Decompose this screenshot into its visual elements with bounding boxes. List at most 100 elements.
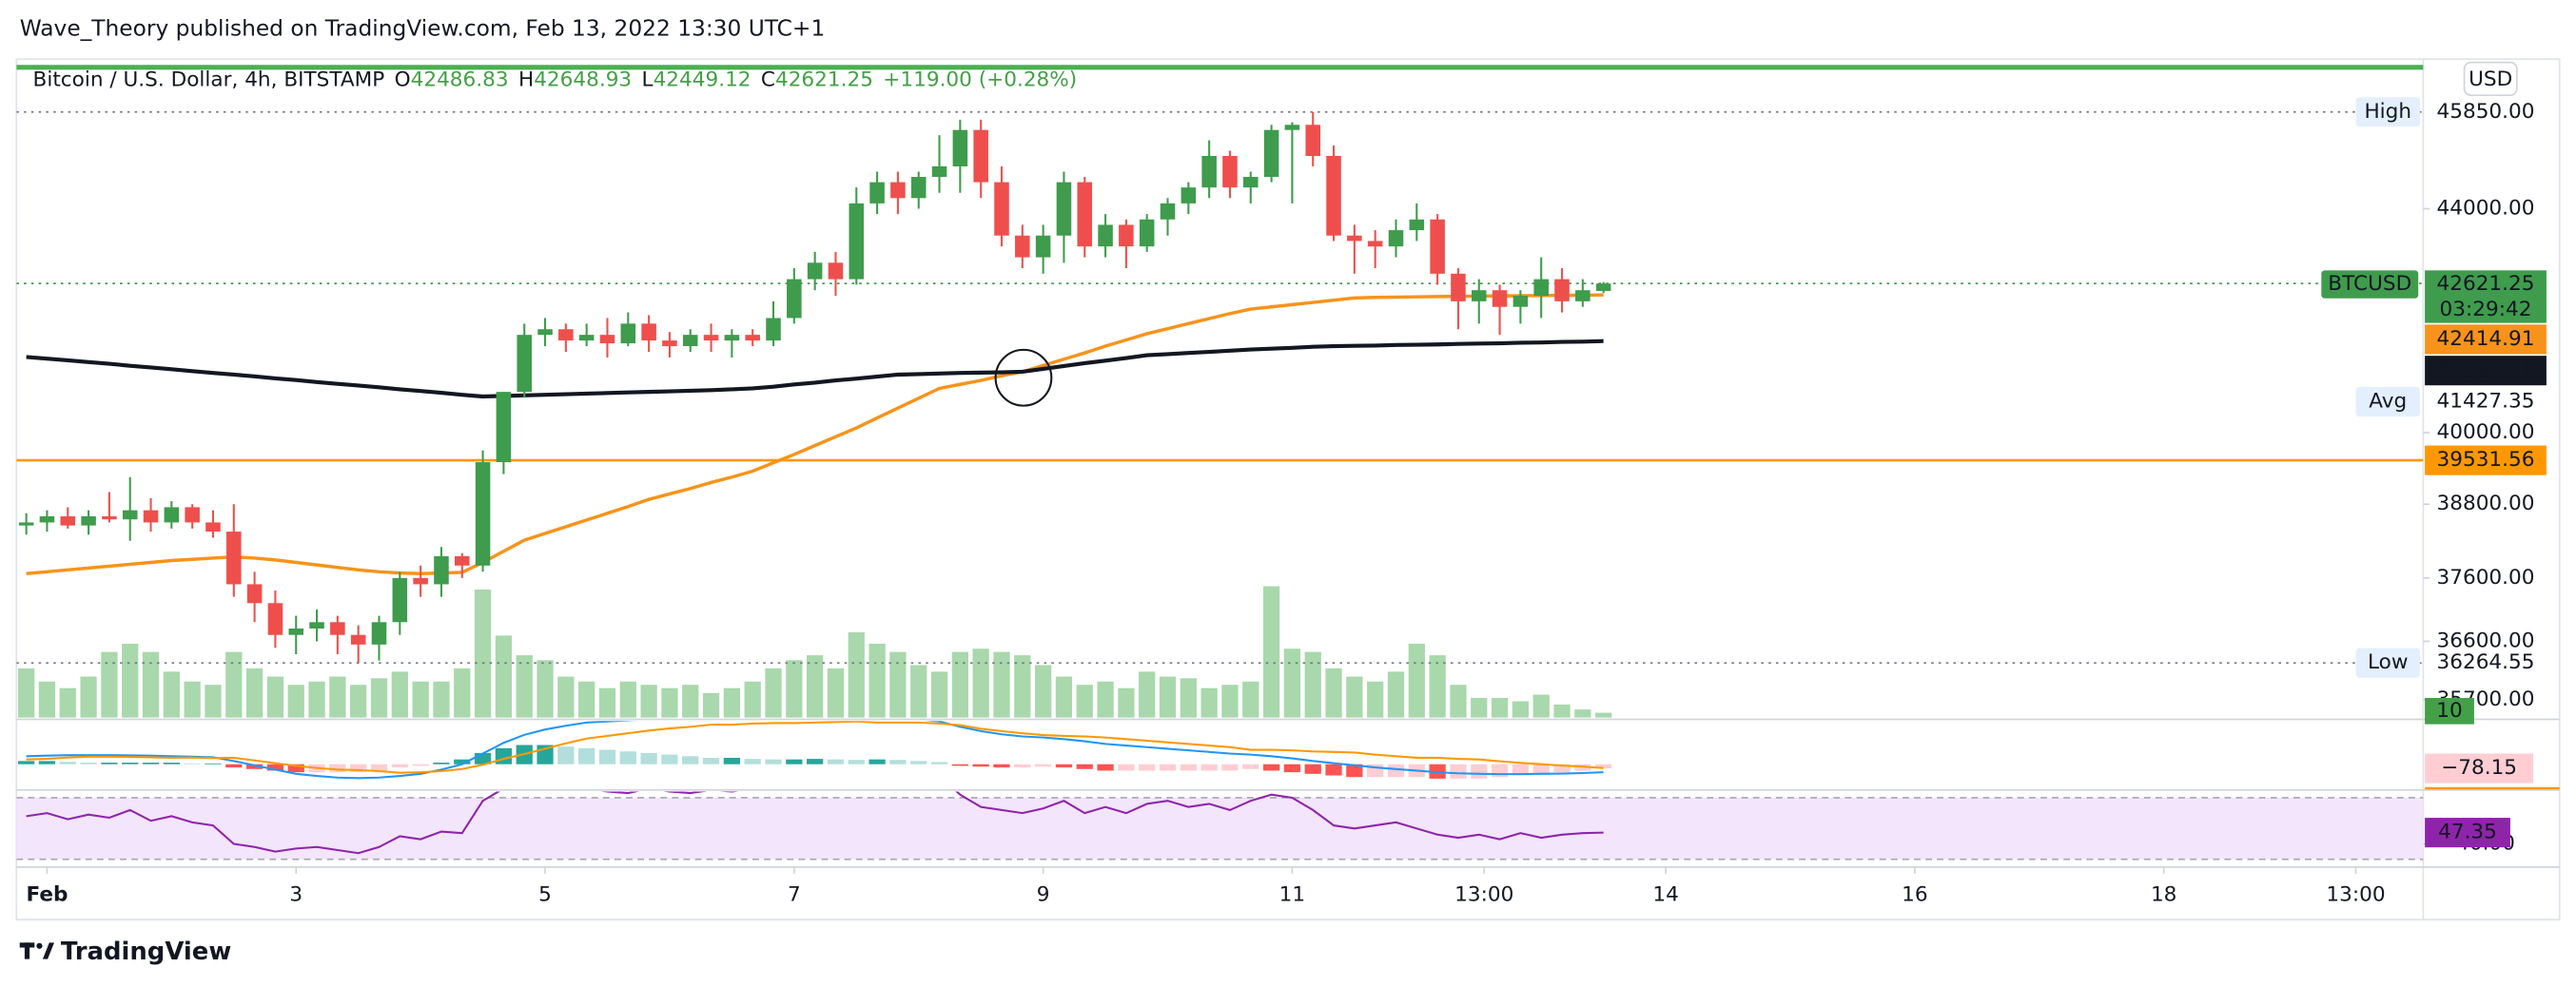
x-tick-label: 18: [2151, 882, 2176, 906]
macd-histogram-bar: [225, 764, 243, 768]
volume-bar: [454, 668, 471, 718]
price-tag: High: [2364, 100, 2411, 124]
candle-body: [994, 182, 1009, 236]
volume-bar: [1387, 671, 1405, 718]
x-tick-label: 7: [788, 882, 801, 906]
candle-body: [1326, 155, 1341, 236]
candle-body: [1181, 187, 1197, 203]
volume-bar: [682, 685, 699, 718]
volume-bar: [266, 676, 284, 718]
macd-histogram-bar: [765, 759, 782, 764]
volume-bar: [537, 660, 554, 718]
candle-body: [185, 507, 200, 523]
macd-histogram-bar: [1450, 764, 1467, 779]
volume-bar: [807, 655, 824, 718]
candle-body: [205, 522, 221, 532]
macd-histogram-bar: [598, 749, 616, 764]
candle-body: [371, 622, 387, 645]
macd-histogram-bar: [1097, 764, 1114, 771]
macd-label-box: [2425, 753, 2534, 784]
candle-body: [537, 329, 553, 336]
candle-body: [122, 510, 138, 520]
volume-bar: [1097, 681, 1114, 718]
candle-body: [496, 392, 512, 463]
price-pane: [16, 65, 2424, 718]
candle-body: [1035, 235, 1051, 258]
macd-histogram-bar: [350, 764, 367, 773]
candle-body: [787, 279, 802, 319]
rsi-line: [26, 791, 1604, 855]
candle-body: [1119, 224, 1134, 247]
price-label-box: [2425, 445, 2547, 475]
macd-histogram-bar: [972, 764, 989, 767]
volume-bar: [910, 665, 927, 718]
macd-histogram-bar: [1159, 764, 1177, 771]
macd-histogram-bar: [1034, 764, 1052, 767]
macd-histogram-bar: [993, 764, 1010, 768]
candle-body: [1015, 235, 1030, 258]
currency-button[interactable]: [2463, 61, 2518, 97]
volume-bar: [1242, 681, 1259, 718]
annotation-circle: [994, 348, 1053, 407]
candle-body: [413, 577, 428, 585]
price-label-box: [2425, 97, 2547, 127]
volume-bar: [329, 676, 346, 718]
volume-bar: [972, 648, 989, 718]
macd-histogram-bar: [495, 747, 513, 764]
macd-histogram-bar: [1221, 764, 1239, 771]
macd-histogram-bar: [80, 763, 97, 764]
volume-label-box: [2425, 698, 2474, 725]
brand-logo: [19, 942, 54, 959]
macd-histogram-bar: [578, 747, 595, 764]
macd-histogram-bar: [868, 759, 886, 764]
volume-bar: [1574, 709, 1591, 718]
candle-body: [1575, 290, 1590, 301]
candle-body: [1222, 155, 1238, 188]
volume-bar: [38, 681, 56, 718]
candle-body: [641, 323, 656, 341]
volume-bar: [59, 687, 76, 718]
price-tag: Low: [2368, 650, 2409, 674]
macd-histogram-bar: [412, 764, 429, 766]
price-label: 41427.35: [2437, 390, 2535, 414]
macd-histogram-bar: [142, 763, 160, 764]
price-scale: 44000.0040000.0038800.0037600.0036600.00…: [2321, 97, 2560, 856]
y-tick-label: 38800.00: [2437, 492, 2535, 515]
price-label: 36264.55: [2437, 650, 2535, 674]
macd-histogram-bar: [744, 759, 761, 764]
candle-body: [517, 335, 532, 393]
ma-label: 42414.91: [2437, 327, 2535, 351]
volume-bar: [1221, 685, 1239, 718]
macd-histogram-bar: [454, 759, 471, 764]
macd-histogram-bar: [163, 763, 180, 764]
volume-bar: [184, 681, 201, 718]
volume-bar: [433, 681, 450, 718]
legend-letter: H: [518, 68, 534, 92]
volume-bar: [1471, 698, 1488, 718]
legend-change: +119.00 (+0.28%): [883, 68, 1077, 92]
volume-bar: [370, 678, 388, 718]
candle-body: [1201, 155, 1217, 188]
price-tag-box: [2355, 386, 2420, 417]
volume-bar: [391, 671, 408, 718]
logo-part: [24, 942, 30, 959]
macd-histogram-bar: [1387, 764, 1405, 778]
y-tick-label: 44000.00: [2437, 197, 2535, 221]
brand-name: TradingView: [61, 938, 231, 966]
volume-bar: [1429, 655, 1446, 718]
candle-body: [434, 555, 449, 585]
rsi-label-box: [2425, 818, 2510, 848]
volume-bar: [142, 651, 160, 718]
candle-body: [1492, 290, 1508, 307]
price-label-box: [2425, 648, 2547, 678]
x-tick-label: 9: [1037, 882, 1050, 906]
volume-bar: [744, 681, 761, 718]
macd-histogram-bar: [1491, 764, 1509, 778]
macd-line: [26, 721, 1604, 780]
volume-bar: [1325, 668, 1342, 718]
macd-histogram-bar: [682, 756, 699, 764]
candle-body: [931, 165, 947, 178]
macd-label: −78.15: [2441, 756, 2517, 780]
candle-body: [1263, 129, 1279, 178]
currency-label[interactable]: USD: [2469, 68, 2512, 91]
